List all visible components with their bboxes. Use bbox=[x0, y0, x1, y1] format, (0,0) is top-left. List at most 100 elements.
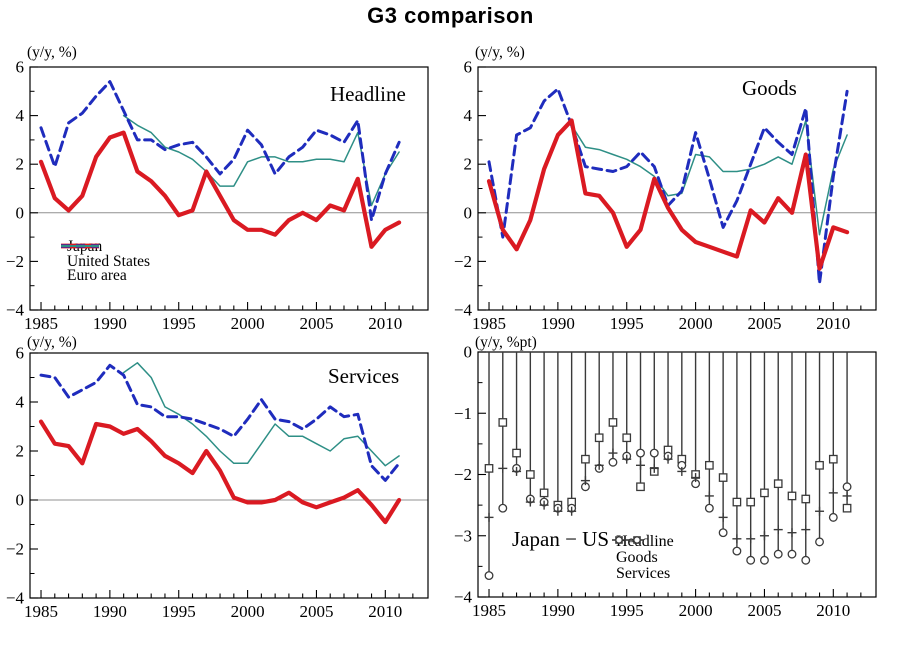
japan-us-chart: 1985 1990 1995 2000 2005 2010 0 −1 −2 −3 −4 bbox=[454, 343, 877, 620]
euro-area-series-line bbox=[122, 362, 400, 467]
headline-panel-title: Headline bbox=[330, 82, 406, 106]
euro-area-series-line bbox=[570, 119, 848, 236]
x-axis-ticks bbox=[40, 302, 414, 310]
x-tick-label: 2000 bbox=[679, 314, 713, 333]
x-tick-label: 1995 bbox=[610, 601, 644, 620]
japan-series-line bbox=[38, 130, 402, 249]
y-tick-label: 2 bbox=[464, 155, 473, 174]
y-axis-ticks bbox=[478, 351, 486, 598]
g3-legend: Japan United States Euro area bbox=[60, 238, 151, 285]
x-tick-label: 2005 bbox=[299, 602, 333, 621]
legend-label-services: Services bbox=[616, 565, 671, 582]
x-tick-label: 2005 bbox=[299, 314, 333, 333]
y-tick-label: −1 bbox=[454, 404, 472, 423]
x-axis-ticks bbox=[488, 302, 862, 310]
panel-japan-us: 1985 1990 1995 2000 2005 2010 0 −1 −2 −3 −4 (y/y, … bbox=[448, 326, 898, 632]
x-tick-label: 2000 bbox=[231, 314, 265, 333]
y-tick-labels: −4 −2 0 2 4 6 bbox=[6, 344, 25, 608]
panel-headline: 1985 1990 1995 2000 2005 2010 −4 −2 0 2 4 6 (y/y, %… bbox=[0, 40, 450, 346]
x-tick-label: 2000 bbox=[679, 601, 713, 620]
x-tick-label: 1990 bbox=[93, 314, 127, 333]
x-tick-label: 1990 bbox=[541, 314, 575, 333]
united-states-series-line bbox=[39, 363, 401, 482]
figure-title: G3 comparison bbox=[367, 3, 534, 28]
y-tick-label: −2 bbox=[6, 540, 24, 559]
japan-us-panel-title: Japan − US bbox=[512, 527, 610, 551]
goods-chart: 1985 1990 1995 2000 2005 2010 −4 −2 0 2 4 6 bbox=[454, 58, 877, 333]
japan-us-legend: Headline Goods Services bbox=[610, 533, 674, 582]
x-axis-ticks bbox=[488, 589, 862, 597]
y-tick-label: −2 bbox=[454, 252, 472, 271]
x-tick-label: 1985 bbox=[472, 314, 506, 333]
x-tick-label: 2010 bbox=[368, 314, 402, 333]
y-tick-labels: 0 −1 −2 −3 −4 bbox=[454, 343, 473, 607]
y-tick-label: −4 bbox=[6, 589, 25, 608]
legend-label-euro-area: Euro area bbox=[67, 267, 127, 285]
y-tick-label: 4 bbox=[16, 393, 25, 412]
y-tick-label: 4 bbox=[464, 106, 473, 125]
headline-markers bbox=[484, 448, 852, 544]
services-chart: 1985 1990 1995 2000 2005 2010 −4 −2 0 2 4 6 bbox=[6, 344, 429, 621]
y-tick-label: −4 bbox=[454, 301, 473, 320]
y-tick-label: −3 bbox=[454, 526, 472, 545]
y-axis-ticks bbox=[478, 66, 486, 311]
y-tick-label: 6 bbox=[464, 58, 473, 77]
legend-item-goods: Goods bbox=[610, 536, 674, 566]
japan-series-line bbox=[486, 118, 850, 271]
headline-chart: 1985 1990 1995 2000 2005 2010 −4 −2 0 2 4 6 bbox=[6, 58, 429, 333]
x-tick-label: 2000 bbox=[231, 602, 265, 621]
x-tick-label: 1995 bbox=[610, 314, 644, 333]
y-tick-label: 4 bbox=[16, 106, 25, 125]
y-axis-ticks bbox=[30, 352, 38, 599]
y-tick-label: −2 bbox=[454, 465, 472, 484]
panel-goods: 1985 1990 1995 2000 2005 2010 −4 −2 0 2 4 6 (y/y, %… bbox=[448, 40, 898, 346]
x-tick-label: 1985 bbox=[472, 601, 506, 620]
y-tick-label: −2 bbox=[6, 252, 24, 271]
legend-item-services: Services bbox=[610, 536, 674, 582]
x-tick-label: 1985 bbox=[24, 602, 58, 621]
x-tick-label: 1995 bbox=[162, 602, 196, 621]
headline-y-axis-unit-label: (y/y, %) bbox=[27, 44, 77, 61]
y-tick-labels: −4 −2 0 2 4 6 bbox=[454, 58, 473, 320]
y-tick-label: 0 bbox=[464, 203, 473, 222]
y-tick-label: 0 bbox=[16, 491, 25, 510]
united-states-series-line bbox=[39, 80, 401, 222]
x-axis-ticks bbox=[40, 590, 414, 598]
y-tick-label: −4 bbox=[6, 301, 25, 320]
goods-y-axis-unit-label: (y/y, %) bbox=[475, 44, 525, 61]
x-tick-label: 2005 bbox=[747, 314, 781, 333]
x-tick-label: 1995 bbox=[162, 314, 196, 333]
x-tick-label: 1990 bbox=[541, 601, 575, 620]
y-tick-labels: −4 −2 0 2 4 6 bbox=[6, 58, 25, 320]
services-y-axis-unit-label: (y/y, %) bbox=[27, 334, 77, 351]
x-tick-label: 1985 bbox=[24, 314, 58, 333]
legend-label-united-states: United States bbox=[67, 252, 151, 270]
legend-label-headline: Headline bbox=[616, 533, 674, 550]
legend-label-goods: Goods bbox=[616, 549, 658, 566]
services-panel-title: Services bbox=[328, 364, 400, 388]
y-tick-label: 2 bbox=[16, 155, 25, 174]
y-tick-label: 6 bbox=[16, 344, 25, 363]
united-states-series-line bbox=[487, 87, 849, 285]
x-tick-label: 2010 bbox=[816, 314, 850, 333]
plot-border bbox=[477, 351, 877, 598]
goods-panel-title: Goods bbox=[742, 76, 797, 100]
x-tick-label: 2010 bbox=[816, 601, 850, 620]
y-tick-label: 2 bbox=[16, 442, 25, 461]
y-tick-label: 0 bbox=[16, 203, 25, 222]
panel-services: 1985 1990 1995 2000 2005 2010 −4 −2 0 2 4 6 (y/y, %… bbox=[0, 326, 450, 632]
legend-item-euro-area: Euro area bbox=[60, 245, 150, 285]
x-tick-labels: 1985 1990 1995 2000 2005 2010 bbox=[472, 314, 850, 333]
x-tick-labels: 1985 1990 1995 2000 2005 2010 bbox=[24, 602, 402, 621]
y-tick-label: −4 bbox=[454, 588, 473, 607]
x-tick-label: 2005 bbox=[747, 601, 781, 620]
plot-border bbox=[29, 352, 429, 599]
y-tick-label: 0 bbox=[464, 343, 473, 362]
x-tick-label: 2010 bbox=[368, 602, 402, 621]
x-tick-label: 1990 bbox=[93, 602, 127, 621]
year-drop-lines bbox=[488, 352, 848, 576]
japan-us-y-axis-unit-label: (y/y, %pt) bbox=[475, 334, 537, 351]
y-axis-ticks bbox=[30, 66, 38, 311]
x-tick-labels: 1985 1990 1995 2000 2005 2010 bbox=[24, 314, 402, 333]
